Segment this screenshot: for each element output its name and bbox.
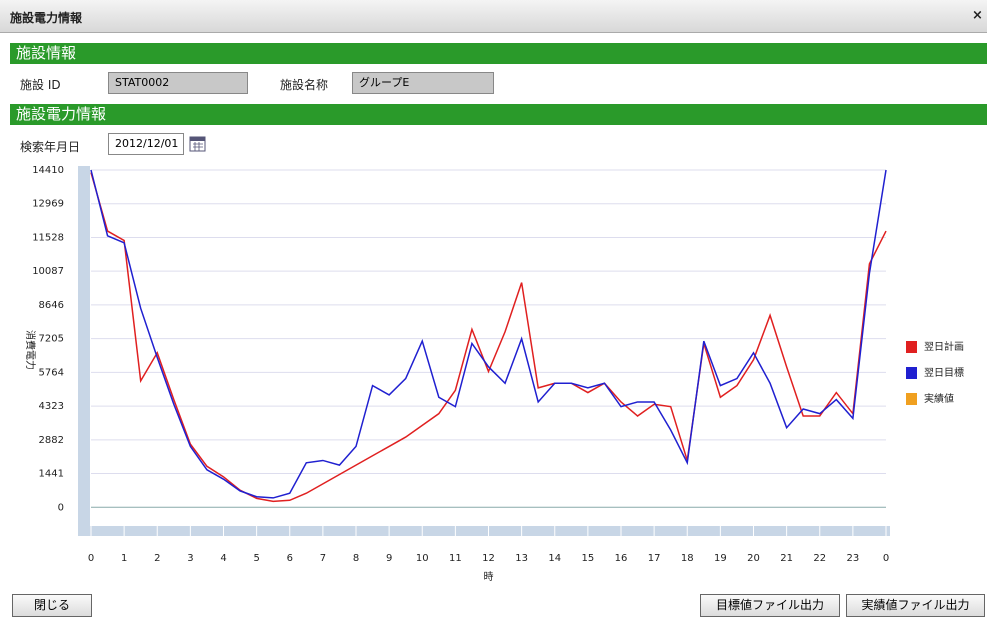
x-tick-label: 16: [615, 553, 628, 564]
y-tick-label: 5764: [39, 367, 64, 378]
y-tick-label: 1441: [39, 469, 64, 480]
x-tick-label: 2: [154, 553, 160, 564]
x-tick-label: 3: [187, 553, 193, 564]
name-field: グループE: [352, 72, 494, 94]
y-tick-label: 10087: [32, 266, 64, 277]
legend-label: 翌日目標: [924, 366, 964, 379]
section-header: 施設電力情報: [10, 104, 987, 125]
export-button[interactable]: 目標値ファイル出力: [700, 594, 840, 617]
x-axis-label: 時: [484, 571, 494, 583]
x-tick-label: 5: [253, 553, 259, 564]
series-line: [90, 172, 887, 503]
legend-swatch: [906, 367, 917, 379]
legend-swatch: [906, 393, 917, 405]
x-tick-label: 6: [287, 553, 293, 564]
calendar-icon[interactable]: [189, 135, 207, 153]
field-label: 施設 ID: [20, 78, 61, 92]
close-button[interactable]: 閉じる: [12, 594, 92, 617]
x-tick-label: 13: [515, 553, 528, 564]
x-tick-label: 0: [88, 553, 94, 564]
x-tick-label: 15: [582, 553, 595, 564]
y-tick-label: 4323: [39, 401, 64, 412]
x-axis-band: [78, 526, 890, 536]
y-tick-label: 7205: [39, 334, 64, 345]
id-field: STAT0002: [108, 72, 248, 94]
x-tick-label: 14: [548, 553, 561, 564]
x-tick-label: 21: [780, 553, 793, 564]
x-tick-label: 12: [482, 553, 495, 564]
y-tick-label: 2882: [39, 435, 64, 446]
y-tick-label: 11528: [32, 232, 64, 243]
y-tick-label: 12969: [32, 199, 64, 210]
window-title: 施設電力情報: [10, 11, 83, 25]
chart: 0144128824323576472058646100871152812969…: [24, 165, 964, 583]
section-header: 施設情報: [10, 43, 987, 64]
x-tick-label: 4: [220, 553, 226, 564]
x-tick-label: 17: [648, 553, 661, 564]
calendar-top: [190, 137, 205, 141]
x-tick-label: 20: [747, 553, 760, 564]
y-axis-band: [78, 166, 90, 536]
y-tick-label: 0: [58, 502, 64, 513]
x-tick-label: 7: [320, 553, 326, 564]
y-tick-label: 8646: [39, 300, 64, 311]
field-label: 検索年月日: [20, 140, 81, 154]
x-tick-label: 10: [416, 553, 429, 564]
x-tick-label: 8: [353, 553, 359, 564]
x-tick-label: 9: [386, 553, 392, 564]
x-tick-label: 18: [681, 553, 694, 564]
calendar-grid: [193, 142, 203, 151]
x-tick-label: 19: [714, 553, 727, 564]
legend-label: 実績値: [924, 392, 954, 405]
title-bar: [0, 0, 987, 33]
x-tick-label: 0: [883, 553, 889, 564]
date-input[interactable]: 2012/12/01: [108, 133, 184, 155]
x-tick-label: 1: [121, 553, 127, 564]
y-tick-label: 14410: [32, 165, 64, 176]
close-icon[interactable]: ×: [972, 8, 983, 23]
legend-label: 翌日計画: [924, 340, 964, 353]
y-axis-label: 消費電力: [24, 330, 37, 370]
x-tick-label: 23: [847, 553, 860, 564]
export-button[interactable]: 実績値ファイル出力: [846, 594, 985, 617]
series-line: [90, 169, 887, 499]
legend-swatch: [906, 341, 917, 353]
field-label: 施設名称: [280, 78, 329, 92]
x-tick-label: 22: [813, 553, 826, 564]
x-tick-label: 11: [449, 553, 462, 564]
